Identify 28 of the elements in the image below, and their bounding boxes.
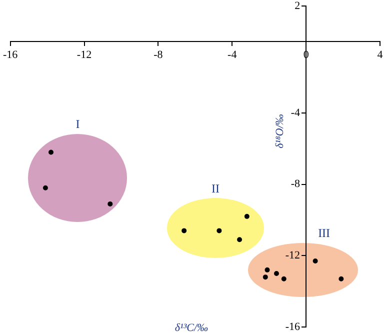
x-axis-title: δ¹³C/‰ bbox=[174, 322, 208, 333]
y-tick-label: 2 bbox=[294, 0, 300, 12]
point bbox=[182, 228, 187, 234]
y-tick-label: -12 bbox=[285, 250, 300, 262]
x-tick-label: -16 bbox=[2, 49, 18, 62]
point bbox=[216, 228, 222, 234]
point bbox=[42, 185, 48, 190]
point bbox=[237, 237, 242, 242]
x-tick-label: -12 bbox=[76, 49, 92, 62]
point bbox=[338, 276, 344, 282]
point bbox=[244, 214, 250, 219]
point bbox=[48, 150, 54, 155]
y-axis-title: δ¹⁸O/‰ bbox=[274, 114, 286, 148]
point bbox=[312, 258, 318, 264]
point bbox=[264, 267, 270, 272]
x-tick-label: -8 bbox=[154, 49, 164, 62]
x-tick-label: -4 bbox=[228, 49, 238, 62]
series-label: III bbox=[318, 226, 330, 240]
text: I bbox=[76, 117, 80, 132]
point bbox=[274, 271, 279, 276]
point bbox=[262, 274, 268, 280]
point bbox=[281, 276, 286, 282]
y-tick-label: -8 bbox=[290, 178, 301, 190]
point bbox=[108, 201, 113, 206]
text: II bbox=[212, 181, 220, 196]
y-tick-label: -16 bbox=[285, 320, 301, 333]
x-tick-label: 4 bbox=[377, 49, 384, 62]
y-tick-label: -4 bbox=[290, 106, 301, 119]
